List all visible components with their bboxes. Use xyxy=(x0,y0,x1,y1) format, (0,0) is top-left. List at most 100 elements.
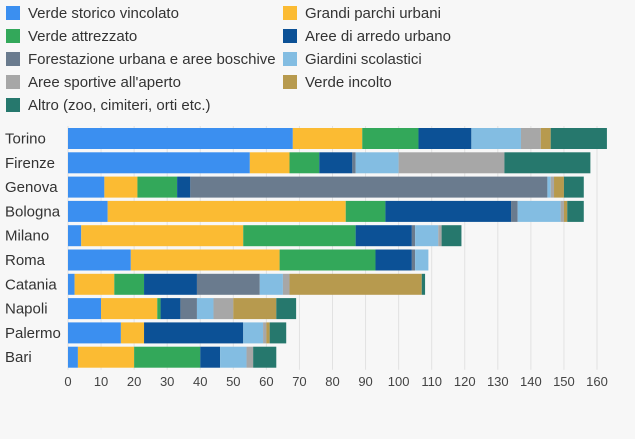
bar-segment-giardini-scolastici[interactable] xyxy=(355,152,399,174)
legend-item-forestazione-urbana-e-aree-boschive[interactable]: Forestazione urbana e aree boschive xyxy=(6,51,276,68)
bar-segment-giardini-scolastici[interactable] xyxy=(547,176,551,198)
bar-segment-giardini-scolastici[interactable] xyxy=(220,346,247,368)
bar-segment-grandi-parchi-urbani[interactable] xyxy=(107,200,346,222)
bar-segment-verde-storico-vincolato[interactable] xyxy=(68,152,250,174)
bar-segment-verde-incolto[interactable] xyxy=(266,322,270,344)
bar-segment-aree-sportive-all-aperto[interactable] xyxy=(398,152,505,174)
legend-item-aree-di-arredo-urbano[interactable]: Aree di arredo urbano xyxy=(283,28,451,45)
bar-segment-grandi-parchi-urbani[interactable] xyxy=(120,322,145,344)
bar-segment-aree-sportive-all-aperto[interactable] xyxy=(438,225,442,247)
bar-segment-aree-sportive-all-aperto[interactable] xyxy=(560,200,564,222)
bar-segment-giardini-scolastici[interactable] xyxy=(259,273,283,295)
x-tick-label: 20 xyxy=(127,374,141,389)
legend-label: Verde storico vincolato xyxy=(28,5,179,22)
bar-segment-verde-incolto[interactable] xyxy=(563,200,568,222)
bar-row-bologna xyxy=(68,200,584,222)
bar-segment-forestazione-urbana-e-aree-boschive[interactable] xyxy=(190,176,548,198)
bar-segment-verde-attrezzato[interactable] xyxy=(345,200,386,222)
bar-segment-aree-sportive-all-aperto[interactable] xyxy=(213,298,234,320)
bar-segment-aree-di-arredo-urbano[interactable] xyxy=(144,273,197,295)
bar-segment-grandi-parchi-urbani[interactable] xyxy=(77,346,135,368)
legend-swatch xyxy=(6,52,20,66)
bar-segment-aree-sportive-all-aperto[interactable] xyxy=(263,322,267,344)
x-tick-label: 160 xyxy=(586,374,608,389)
bar-segment-verde-storico-vincolato[interactable] xyxy=(68,322,121,344)
legend-swatch xyxy=(283,52,297,66)
bar-segment-aree-di-arredo-urbano[interactable] xyxy=(355,225,412,247)
bar-segment-altro-zoo-cimiteri-orti-etc[interactable] xyxy=(253,346,277,368)
legend-item-giardini-scolastici[interactable]: Giardini scolastici xyxy=(283,51,422,68)
bar-segment-verde-storico-vincolato[interactable] xyxy=(68,249,131,271)
bar-segment-aree-di-arredo-urbano[interactable] xyxy=(200,346,221,368)
bar-segment-aree-sportive-all-aperto[interactable] xyxy=(550,176,555,198)
bar-segment-verde-incolto[interactable] xyxy=(233,298,277,320)
bar-segment-aree-di-arredo-urbano[interactable] xyxy=(418,128,472,149)
bar-segment-aree-di-arredo-urbano[interactable] xyxy=(160,298,181,320)
bar-segment-altro-zoo-cimiteri-orti-etc[interactable] xyxy=(550,128,607,149)
bar-segment-verde-storico-vincolato[interactable] xyxy=(68,273,75,295)
bar-segment-aree-sportive-all-aperto[interactable] xyxy=(282,273,290,295)
bar-segment-grandi-parchi-urbani[interactable] xyxy=(249,152,290,174)
bar-segment-grandi-parchi-urbani[interactable] xyxy=(101,298,158,320)
legend-item-aree-sportive-all-aperto[interactable]: Aree sportive all'aperto xyxy=(6,74,181,91)
legend-item-grandi-parchi-urbani[interactable]: Grandi parchi urbani xyxy=(283,5,441,22)
bar-segment-verde-storico-vincolato[interactable] xyxy=(68,225,82,247)
bar-segment-forestazione-urbana-e-aree-boschive[interactable] xyxy=(411,249,416,271)
bar-segment-verde-storico-vincolato[interactable] xyxy=(68,176,105,198)
x-tick-label: 140 xyxy=(520,374,542,389)
bar-segment-giardini-scolastici[interactable] xyxy=(415,225,439,247)
bar-segment-aree-di-arredo-urbano[interactable] xyxy=(144,322,244,344)
bar-segment-verde-attrezzato[interactable] xyxy=(289,152,320,174)
bar-segment-giardini-scolastici[interactable] xyxy=(196,298,214,320)
bar-segment-grandi-parchi-urbani[interactable] xyxy=(130,249,280,271)
legend-item-altro-zoo-cimiteri-orti-etc[interactable]: Altro (zoo, cimiteri, orti etc.) xyxy=(6,97,211,114)
legend-item-verde-incolto[interactable]: Verde incolto xyxy=(283,74,392,91)
bar-segment-giardini-scolastici[interactable] xyxy=(243,322,264,344)
bar-segment-verde-storico-vincolato[interactable] xyxy=(68,298,102,320)
bar-segment-grandi-parchi-urbani[interactable] xyxy=(104,176,138,198)
bar-segment-verde-storico-vincolato[interactable] xyxy=(68,128,293,149)
bar-segment-verde-attrezzato[interactable] xyxy=(137,176,178,198)
bar-segment-grandi-parchi-urbani[interactable] xyxy=(74,273,115,295)
bar-segment-forestazione-urbana-e-aree-boschive[interactable] xyxy=(180,298,197,320)
bar-segment-verde-attrezzato[interactable] xyxy=(114,273,145,295)
bar-segment-altro-zoo-cimiteri-orti-etc[interactable] xyxy=(421,273,426,295)
bar-segment-verde-attrezzato[interactable] xyxy=(134,346,201,368)
category-label: Bari xyxy=(5,349,32,366)
bar-segment-grandi-parchi-urbani[interactable] xyxy=(292,128,363,149)
bar-segment-forestazione-urbana-e-aree-boschive[interactable] xyxy=(411,225,416,247)
bar-segment-altro-zoo-cimiteri-orti-etc[interactable] xyxy=(504,152,591,174)
x-tick-label: 40 xyxy=(193,374,207,389)
bar-segment-aree-di-arredo-urbano[interactable] xyxy=(375,249,412,271)
bar-segment-forestazione-urbana-e-aree-boschive[interactable] xyxy=(511,200,518,222)
bar-segment-verde-incolto[interactable] xyxy=(289,273,422,295)
bar-segment-verde-incolto[interactable] xyxy=(540,128,551,149)
bar-segment-aree-sportive-all-aperto[interactable] xyxy=(520,128,541,149)
bar-segment-verde-attrezzato[interactable] xyxy=(362,128,419,149)
bar-segment-giardini-scolastici[interactable] xyxy=(517,200,561,222)
bar-segment-forestazione-urbana-e-aree-boschive[interactable] xyxy=(352,152,356,174)
bar-segment-altro-zoo-cimiteri-orti-etc[interactable] xyxy=(269,322,287,344)
bar-segment-verde-storico-vincolato[interactable] xyxy=(68,346,78,368)
bar-segment-aree-di-arredo-urbano[interactable] xyxy=(177,176,191,198)
bar-segment-grandi-parchi-urbani[interactable] xyxy=(81,225,244,247)
bar-segment-verde-attrezzato[interactable] xyxy=(243,225,356,247)
bar-segment-aree-di-arredo-urbano[interactable] xyxy=(385,200,512,222)
bar-segment-altro-zoo-cimiteri-orti-etc[interactable] xyxy=(563,176,584,198)
bar-segment-altro-zoo-cimiteri-orti-etc[interactable] xyxy=(441,225,462,247)
bar-segment-giardini-scolastici[interactable] xyxy=(415,249,429,271)
bar-segment-verde-storico-vincolato[interactable] xyxy=(68,200,108,222)
bar-segment-altro-zoo-cimiteri-orti-etc[interactable] xyxy=(276,298,297,320)
bar-segment-verde-attrezzato[interactable] xyxy=(279,249,376,271)
legend-item-verde-storico-vincolato[interactable]: Verde storico vincolato xyxy=(6,5,179,22)
bar-segment-altro-zoo-cimiteri-orti-etc[interactable] xyxy=(567,200,584,222)
bar-segment-aree-sportive-all-aperto[interactable] xyxy=(246,346,254,368)
legend-item-verde-attrezzato[interactable]: Verde attrezzato xyxy=(6,28,137,45)
bar-segment-giardini-scolastici[interactable] xyxy=(471,128,521,149)
bar-segment-forestazione-urbana-e-aree-boschive[interactable] xyxy=(196,273,260,295)
x-tick-label: 150 xyxy=(553,374,575,389)
bar-segment-aree-di-arredo-urbano[interactable] xyxy=(319,152,353,174)
bar-segment-verde-incolto[interactable] xyxy=(554,176,564,198)
category-label: Catania xyxy=(5,276,57,293)
bar-segment-verde-attrezzato[interactable] xyxy=(157,298,161,320)
